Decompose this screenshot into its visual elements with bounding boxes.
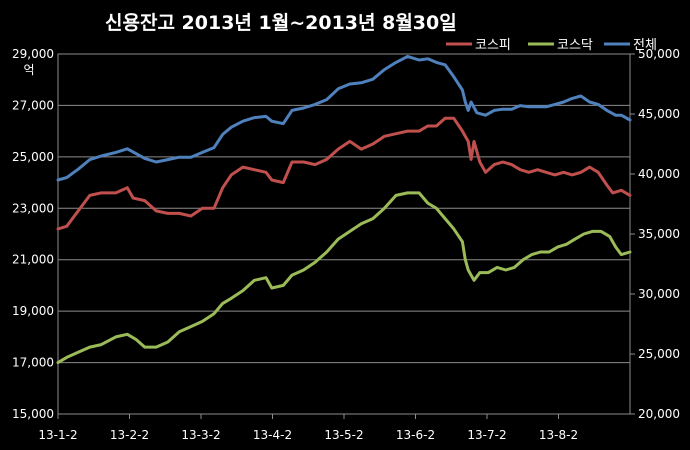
- series-line-1: [56, 116, 632, 231]
- right-tick-label: 40,000: [638, 167, 680, 181]
- right-tick-label: 50,000: [638, 47, 680, 61]
- right-tick-label: 20,000: [638, 407, 680, 421]
- x-tick-label: 13-8-2: [539, 428, 578, 442]
- left-tick-label: 27,000: [12, 98, 54, 112]
- right-axis: 20,000 25,000 30,000 35,000 40,000 45,000 50,0…: [630, 47, 680, 421]
- left-axis-unit: 억: [23, 63, 34, 77]
- x-tick-label: 13-4-2: [253, 428, 292, 442]
- right-tick-label: 25,000: [638, 347, 680, 361]
- right-tick-label: 30,000: [638, 287, 680, 301]
- x-tick-label: 13-1-2: [38, 428, 77, 442]
- left-tick-label: 23,000: [12, 201, 54, 215]
- x-tick-label: 13-5-2: [324, 428, 363, 442]
- chart-title: 신용잔고 2013년 1월~2013년 8월30일: [105, 12, 457, 34]
- series-line-3: [56, 54, 632, 182]
- series-layer: [56, 54, 632, 365]
- left-tick-label: 21,000: [12, 253, 54, 267]
- series-line-2: [56, 191, 632, 365]
- x-tick-label: 13-6-2: [396, 428, 435, 442]
- right-tick-label: 45,000: [638, 107, 680, 121]
- left-tick-label: 15,000: [12, 407, 54, 421]
- legend-label: 코스닥: [557, 38, 593, 53]
- x-tick-label: 13-7-2: [467, 428, 506, 442]
- legend-label: 전체: [633, 38, 657, 53]
- left-tick-label: 25,000: [12, 150, 54, 164]
- left-axis: 15,000 17,000 19,000 21,000 23,000 25,000 27,0…: [12, 47, 54, 421]
- legend-label: 코스피: [475, 38, 511, 53]
- legend: 코스피 코스닥 전체: [446, 38, 657, 53]
- x-axis: 13-1-2 13-2-2 13-3-2 13-4-2 13-5-2 13-6-2 13-7…: [38, 414, 578, 442]
- right-tick-label: 35,000: [638, 227, 680, 241]
- left-tick-label: 17,000: [12, 356, 54, 370]
- x-tick-label: 13-2-2: [110, 428, 149, 442]
- left-tick-label: 19,000: [12, 304, 54, 318]
- x-tick-label: 13-3-2: [181, 428, 220, 442]
- left-tick-label: 29,000: [12, 47, 54, 61]
